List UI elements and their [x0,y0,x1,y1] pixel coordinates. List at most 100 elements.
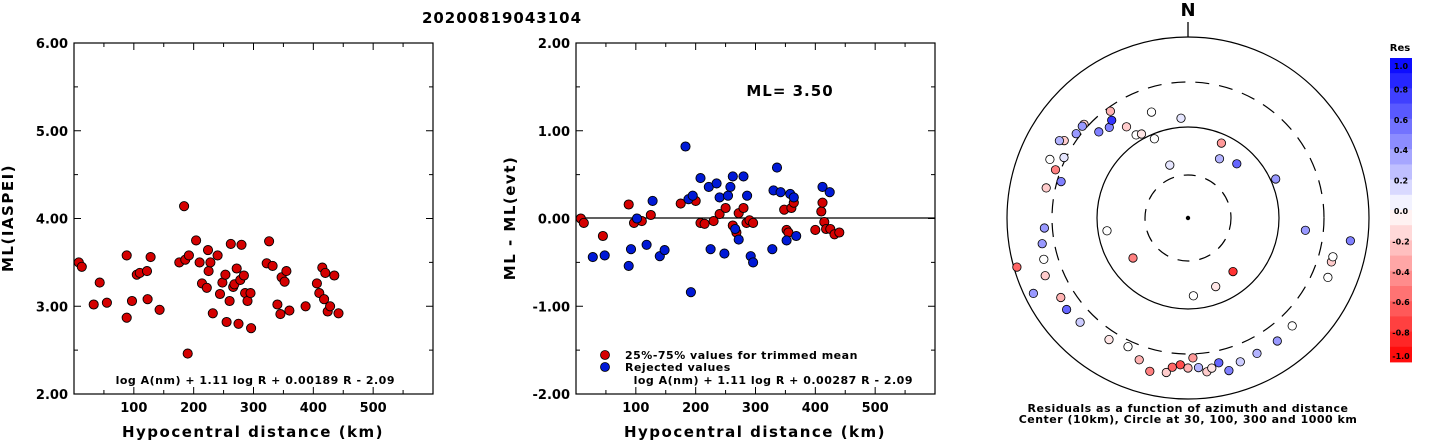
station-residual-marker [1193,362,1204,373]
colorbar-cell [1390,240,1412,256]
y-axis-label: ML - ML(evt) [501,156,519,280]
station-point-rejected [625,244,637,255]
station-residual-marker [1039,254,1049,264]
station-point-accepted [816,206,827,217]
station-point-rejected [748,257,759,268]
station-point-accepted [817,197,828,208]
plot-frame [73,42,434,395]
station-point-accepted [201,282,212,293]
station-point-rejected [647,195,658,206]
station-residual-marker [1028,288,1039,298]
station-point-rejected [791,230,802,242]
y-tick-label: 2.00 [36,388,68,403]
magnitude-vs-distance-plot: 100 200 300 400 500 2.00 3.00 4.00 5.00 6.00 log … [0,37,434,441]
station-point-accepted [224,295,235,307]
station-point-accepted [279,276,290,287]
station-point-accepted [267,260,278,271]
station-residual-marker [1224,365,1234,376]
x-tick-label: 500 [862,401,889,416]
station-residual-marker [1094,127,1104,137]
station-residual-marker [1121,122,1132,132]
range-circle-100km [1096,126,1280,310]
station-point-accepted [142,294,153,305]
station-point-rejected [695,173,706,184]
station-residual-marker [1077,121,1087,131]
x-tick-label: 200 [180,401,207,416]
station-residual-marker [1207,363,1217,373]
x-tick-label: 100 [120,401,147,416]
station-point-rejected [781,235,792,246]
colorbar-tick-label: 1.0 [1394,62,1409,71]
station-point-accepted [221,316,232,328]
colorbar-tick-label: 0.8 [1394,85,1409,94]
range-circle-300km [1051,81,1325,355]
station-residual-marker [1056,177,1066,187]
station-point-rejected [587,252,598,263]
station-point-accepted [231,263,242,274]
station-residual-marker [1183,363,1193,373]
station-point-rejected [641,239,652,250]
station-residual-marker [1161,367,1171,378]
station-point-accepted [275,309,286,320]
x-tick-label: 300 [742,401,769,416]
station-point-rejected [727,171,738,182]
station-residual-marker [1062,304,1072,315]
station-residual-marker [1328,252,1338,262]
x-tick-label: 400 [802,401,829,416]
station-residual-marker [1188,291,1199,301]
station-point-rejected [685,287,696,298]
colorbar-tick-label: -0.4 [1392,268,1410,277]
station-point-accepted [145,252,156,263]
station-point-rejected [719,248,730,259]
station-point-accepted [738,202,749,214]
station-point-accepted [121,250,132,261]
ml-annotation: ML= 3.50 [746,82,833,100]
formula-label: log A(nm) + 1.11 log R + 0.00189 R - 2.0… [116,374,395,387]
colorbar-cell [1390,179,1412,196]
y-tick-label: 2.00 [538,37,570,52]
station-residual-marker [1235,357,1245,367]
station-point-accepted [333,308,344,319]
colorbar-title: Res [1390,43,1410,54]
epicenter-dot [1185,215,1191,221]
station-residual-marker [1104,334,1114,345]
station-point-accepted [319,294,330,305]
formula-label: log A(nm) + 1.11 log R + 0.00287 R - 2.0… [634,374,913,387]
station-residual-marker [1211,281,1221,292]
station-point-accepted [207,308,218,319]
legend-marker-trimmed [600,350,610,360]
legend-marker-rejected [600,362,610,372]
station-residual-marker [1045,154,1055,164]
x-axis-label: Hypocentral distance (km) [624,423,886,441]
range-circle-1000km [1006,36,1370,400]
station-point-accepted [810,224,821,235]
station-point-accepted [748,217,759,228]
colorbar-cell [1390,58,1412,74]
station-residual-marker [1175,360,1185,370]
station-point-rejected [623,260,634,271]
station-point-accepted [236,239,247,250]
y-tick-label: -2.00 [533,388,570,403]
station-point-accepted [203,266,214,277]
north-label: N [1180,0,1195,21]
station-residual-marker [1102,226,1112,236]
y-axis-label: ML(IASPEI) [0,164,17,272]
station-point-accepted [720,202,731,214]
station-residual-marker [1071,129,1081,139]
station-residual-marker [1228,266,1238,277]
map-caption-line1: Residuals as a function of azimuth and d… [1028,402,1349,415]
station-point-accepted [121,312,132,323]
station-point-accepted [101,297,112,308]
colorbar-cell [1390,149,1412,165]
colorbar-cell [1390,316,1412,332]
station-point-accepted [238,270,249,281]
station-residual-marker [1149,134,1160,144]
station-residual-marker [1252,348,1262,358]
station-point-rejected [687,190,698,201]
station-residual-marker [1059,152,1069,163]
station-point-rejected [599,250,610,261]
range-circle-30km [1144,174,1232,262]
station-residual-marker [1107,115,1117,125]
colorbar-tick-label: 0.6 [1394,116,1409,125]
legend-label-rejected: Rejected values [625,361,731,374]
